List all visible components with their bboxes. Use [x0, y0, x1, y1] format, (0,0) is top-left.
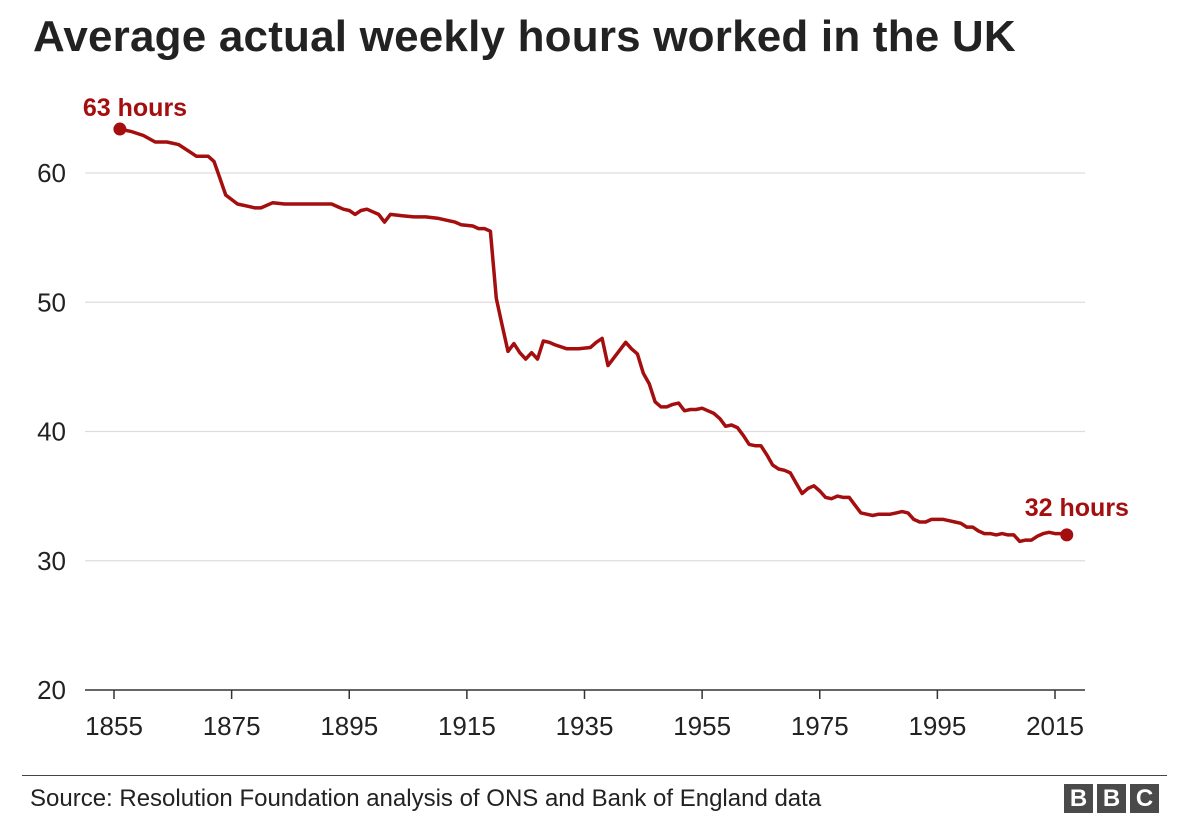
y-tick-label: 60: [37, 158, 66, 188]
x-tick-label: 1975: [791, 711, 849, 741]
x-tick-label: 2015: [1026, 711, 1084, 741]
y-tick-label: 20: [37, 675, 66, 705]
y-tick-label: 40: [37, 417, 66, 447]
x-tick-label: 1895: [320, 711, 378, 741]
tick-labels: 20 30 40 50 60 1855 1875 1895 1915 1935 1955 1975 19…: [37, 158, 1084, 741]
y-tick-label: 30: [37, 546, 66, 576]
footer-divider: [22, 775, 1167, 776]
annotation-label-0: 63 hours: [83, 94, 187, 122]
annotation-label-1: 32 hours: [1025, 494, 1129, 522]
annotations: 63 hours 32 hours: [83, 94, 1129, 542]
x-tick-label: 1915: [438, 711, 496, 741]
x-tick-label: 1955: [673, 711, 731, 741]
x-axis: [85, 689, 1085, 699]
logo-block-b2: B: [1097, 784, 1126, 813]
x-tick-label: 1855: [85, 711, 143, 741]
series-line-0: [118, 127, 1069, 544]
annotation-marker-1: [1060, 528, 1074, 542]
x-tick-label: 1995: [908, 711, 966, 741]
annotation-marker-0: [113, 122, 127, 136]
line-chart: 20 30 40 50 60 1855 1875 1895 1915 1935 1955 1975 19…: [37, 94, 1129, 741]
x-tick-label: 1935: [556, 711, 614, 741]
series-layer: [118, 127, 1069, 544]
x-tick-label: 1875: [203, 711, 261, 741]
gridlines: [85, 172, 1085, 562]
logo-block-b1: B: [1064, 784, 1093, 813]
chart-title: Average actual weekly hours worked in th…: [33, 12, 1016, 61]
source-note: Source: Resolution Foundation analysis o…: [30, 785, 822, 812]
y-tick-label: 50: [37, 287, 66, 317]
bbc-logo: B B C: [1064, 784, 1159, 813]
logo-block-c: C: [1130, 784, 1159, 813]
